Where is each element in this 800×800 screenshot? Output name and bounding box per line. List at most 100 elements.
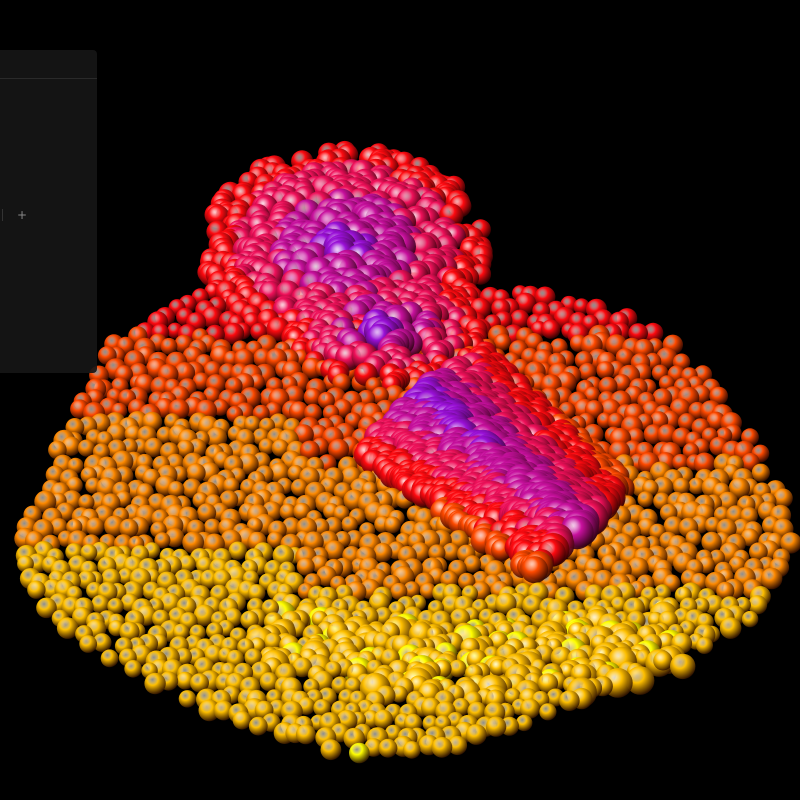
particle-sphere	[190, 673, 209, 693]
particle-sphere	[92, 633, 112, 652]
panel-add-row: +	[2, 208, 35, 222]
particle-sphere	[657, 424, 677, 445]
particle-sphere	[627, 557, 649, 579]
particle-sphere	[48, 440, 67, 460]
particle-sphere	[607, 412, 625, 430]
particle-sphere	[293, 502, 311, 521]
row-separator	[2, 209, 9, 221]
particle-sphere	[685, 530, 702, 547]
particle-sphere	[373, 542, 393, 563]
particle-sphere	[248, 716, 268, 736]
particle-sphere	[583, 386, 601, 404]
particle-sphere	[267, 531, 284, 548]
particle-sphere	[196, 556, 214, 574]
particle-sphere	[173, 362, 196, 384]
particle-sphere	[56, 617, 79, 639]
particle-sphere	[663, 516, 684, 537]
particle-sphere	[77, 439, 96, 457]
particle-sphere	[272, 544, 295, 567]
particle-sphere	[223, 477, 240, 494]
particle-sphere	[773, 488, 793, 508]
particle-sphere	[403, 581, 421, 598]
particle-sphere	[295, 724, 316, 745]
particle-sphere	[296, 557, 315, 576]
particle-sphere	[652, 476, 674, 498]
particle-sphere	[244, 415, 261, 433]
particle-sphere	[222, 322, 245, 345]
particle-sphere	[780, 532, 800, 554]
particle-sphere	[514, 292, 537, 314]
particle-sphere	[156, 426, 174, 444]
particle-sphere	[258, 438, 275, 455]
particle-sphere	[324, 540, 345, 561]
particle-sphere	[172, 623, 190, 641]
particle-sphere	[240, 610, 259, 630]
panel-divider	[0, 78, 97, 79]
particle-sphere	[178, 555, 196, 573]
particle-sphere	[463, 555, 482, 573]
particle-sphere	[495, 592, 517, 615]
particle-sphere	[384, 516, 401, 534]
plus-icon[interactable]: +	[16, 208, 28, 222]
particle-sphere	[716, 581, 735, 600]
particle-sphere	[449, 659, 467, 678]
particle-sphere	[419, 582, 437, 599]
particle-sphere	[642, 322, 664, 344]
particle-sphere	[751, 463, 770, 482]
particle-sphere	[596, 361, 615, 380]
particle-sphere	[247, 584, 266, 602]
particle-sphere	[390, 582, 408, 600]
particle-sphere	[701, 531, 722, 553]
particle-sphere	[656, 347, 678, 369]
particle-sphere	[404, 713, 423, 733]
particle-sphere	[677, 413, 696, 431]
particle-sphere	[203, 386, 221, 405]
particle-sphere	[237, 453, 259, 475]
particle-sphere	[696, 637, 713, 654]
particle-sphere	[328, 438, 350, 460]
particle-sphere	[197, 503, 217, 523]
particle-sphere	[232, 710, 252, 730]
particle-sphere	[741, 610, 759, 628]
particle-sphere	[709, 386, 728, 406]
particle-sphere	[100, 649, 119, 668]
particle-sphere	[85, 517, 105, 536]
particle-sphere	[186, 463, 206, 483]
particle-sphere	[493, 333, 512, 351]
particle-sphere	[447, 735, 468, 756]
particle-sphere	[271, 439, 290, 457]
particle-sphere	[431, 736, 453, 758]
particle-sphere	[373, 709, 393, 729]
particle-sphere	[80, 544, 98, 561]
particle-sphere	[292, 657, 313, 678]
particle-sphere	[465, 724, 487, 745]
particle-sphere	[193, 604, 216, 627]
particle-sphere	[670, 653, 696, 680]
particle-sphere	[349, 742, 370, 764]
particle-sphere	[749, 542, 768, 562]
particle-sphere	[760, 567, 783, 590]
particle-sphere	[693, 452, 716, 475]
particle-sphere	[36, 597, 57, 619]
particle-sphere	[706, 411, 726, 431]
particle-sphere	[160, 337, 178, 355]
particle-sphere	[539, 703, 557, 721]
particle-sphere	[178, 690, 197, 708]
particle-sphere	[516, 714, 533, 732]
particle-sphere	[573, 298, 590, 315]
particle-sphere	[288, 401, 309, 422]
particle-sphere	[719, 617, 742, 639]
particle-sphere	[213, 700, 234, 721]
particle-sphere	[748, 595, 768, 615]
particle-sphere	[144, 437, 164, 458]
particle-sphere	[281, 517, 302, 537]
particle-sphere	[403, 741, 421, 759]
particle-sphere	[428, 544, 446, 562]
particle-sphere	[578, 362, 597, 381]
particle-sphere	[107, 598, 124, 615]
particle-sphere	[520, 698, 541, 719]
particle-sphere	[728, 477, 751, 499]
particle-sphere	[27, 580, 46, 599]
particle-sphere	[154, 532, 171, 549]
